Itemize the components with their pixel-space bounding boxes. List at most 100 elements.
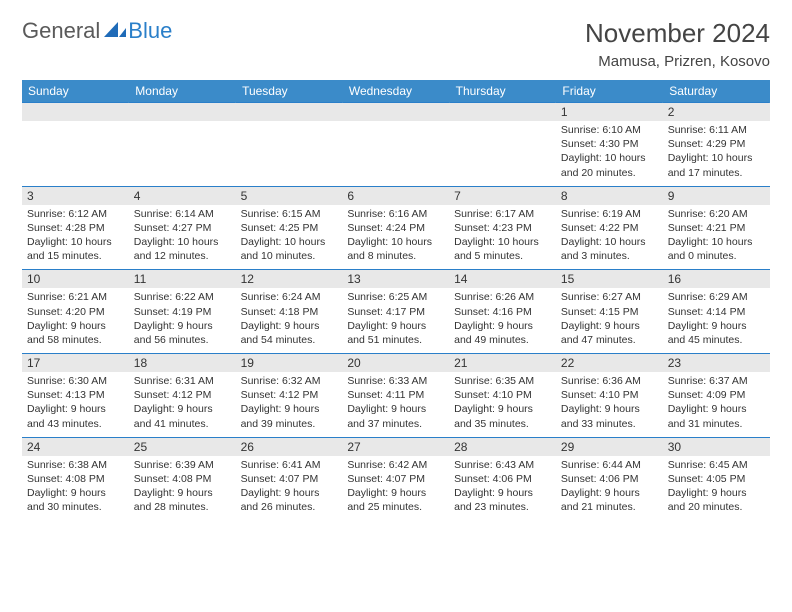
day-detail-cell: Sunrise: 6:29 AMSunset: 4:14 PMDaylight:… bbox=[663, 288, 770, 353]
daylight-line: Daylight: 9 hours and 49 minutes. bbox=[454, 319, 551, 347]
daylight-line: Daylight: 9 hours and 47 minutes. bbox=[561, 319, 658, 347]
daylight-line: Daylight: 9 hours and 20 minutes. bbox=[668, 486, 765, 514]
day-number-cell: 9 bbox=[663, 186, 770, 205]
day-detail-cell: Sunrise: 6:24 AMSunset: 4:18 PMDaylight:… bbox=[236, 288, 343, 353]
day-number-cell bbox=[129, 103, 236, 122]
day-detail-cell: Sunrise: 6:15 AMSunset: 4:25 PMDaylight:… bbox=[236, 205, 343, 270]
daynum-row: 12 bbox=[22, 103, 770, 122]
detail-row: Sunrise: 6:21 AMSunset: 4:20 PMDaylight:… bbox=[22, 288, 770, 353]
daylight-line: Daylight: 9 hours and 23 minutes. bbox=[454, 486, 551, 514]
sunrise-line: Sunrise: 6:39 AM bbox=[134, 458, 231, 472]
sunset-line: Sunset: 4:08 PM bbox=[27, 472, 124, 486]
day-number-cell: 28 bbox=[449, 437, 556, 456]
day-detail-cell: Sunrise: 6:16 AMSunset: 4:24 PMDaylight:… bbox=[342, 205, 449, 270]
sunrise-line: Sunrise: 6:21 AM bbox=[27, 290, 124, 304]
sunrise-line: Sunrise: 6:32 AM bbox=[241, 374, 338, 388]
sunset-line: Sunset: 4:25 PM bbox=[241, 221, 338, 235]
sunrise-line: Sunrise: 6:20 AM bbox=[668, 207, 765, 221]
sunset-line: Sunset: 4:20 PM bbox=[27, 305, 124, 319]
day-number-cell bbox=[236, 103, 343, 122]
day-detail-cell: Sunrise: 6:11 AMSunset: 4:29 PMDaylight:… bbox=[663, 121, 770, 186]
daynum-row: 10111213141516 bbox=[22, 270, 770, 289]
daylight-line: Daylight: 9 hours and 31 minutes. bbox=[668, 402, 765, 430]
location: Mamusa, Prizren, Kosovo bbox=[585, 53, 770, 70]
day-number-cell: 1 bbox=[556, 103, 663, 122]
day-detail-cell: Sunrise: 6:43 AMSunset: 4:06 PMDaylight:… bbox=[449, 456, 556, 521]
sunset-line: Sunset: 4:06 PM bbox=[561, 472, 658, 486]
day-number-cell: 3 bbox=[22, 186, 129, 205]
sunrise-line: Sunrise: 6:31 AM bbox=[134, 374, 231, 388]
sunrise-line: Sunrise: 6:12 AM bbox=[27, 207, 124, 221]
sunset-line: Sunset: 4:10 PM bbox=[561, 388, 658, 402]
day-number-cell: 13 bbox=[342, 270, 449, 289]
daylight-line: Daylight: 10 hours and 3 minutes. bbox=[561, 235, 658, 263]
day-number-cell: 2 bbox=[663, 103, 770, 122]
daylight-line: Daylight: 9 hours and 37 minutes. bbox=[347, 402, 444, 430]
sunset-line: Sunset: 4:29 PM bbox=[668, 137, 765, 151]
sunset-line: Sunset: 4:13 PM bbox=[27, 388, 124, 402]
daylight-line: Daylight: 10 hours and 15 minutes. bbox=[27, 235, 124, 263]
day-number-cell: 6 bbox=[342, 186, 449, 205]
daylight-line: Daylight: 9 hours and 30 minutes. bbox=[27, 486, 124, 514]
day-header-tuesday: Tuesday bbox=[236, 80, 343, 103]
daylight-line: Daylight: 9 hours and 56 minutes. bbox=[134, 319, 231, 347]
day-number-cell: 15 bbox=[556, 270, 663, 289]
sunrise-line: Sunrise: 6:43 AM bbox=[454, 458, 551, 472]
sunrise-line: Sunrise: 6:11 AM bbox=[668, 123, 765, 137]
day-number-cell: 30 bbox=[663, 437, 770, 456]
day-detail-cell bbox=[22, 121, 129, 186]
sunrise-line: Sunrise: 6:22 AM bbox=[134, 290, 231, 304]
day-number-cell: 23 bbox=[663, 354, 770, 373]
daylight-line: Daylight: 9 hours and 35 minutes. bbox=[454, 402, 551, 430]
day-number-cell: 17 bbox=[22, 354, 129, 373]
sunrise-line: Sunrise: 6:19 AM bbox=[561, 207, 658, 221]
day-detail-cell: Sunrise: 6:39 AMSunset: 4:08 PMDaylight:… bbox=[129, 456, 236, 521]
day-number-cell: 8 bbox=[556, 186, 663, 205]
day-header-sunday: Sunday bbox=[22, 80, 129, 103]
daylight-line: Daylight: 10 hours and 12 minutes. bbox=[134, 235, 231, 263]
sunset-line: Sunset: 4:12 PM bbox=[241, 388, 338, 402]
daylight-line: Daylight: 9 hours and 25 minutes. bbox=[347, 486, 444, 514]
daylight-line: Daylight: 9 hours and 58 minutes. bbox=[27, 319, 124, 347]
sunrise-line: Sunrise: 6:37 AM bbox=[668, 374, 765, 388]
day-detail-cell bbox=[129, 121, 236, 186]
sunset-line: Sunset: 4:11 PM bbox=[347, 388, 444, 402]
day-number-cell: 25 bbox=[129, 437, 236, 456]
day-number-cell: 24 bbox=[22, 437, 129, 456]
day-number-cell: 7 bbox=[449, 186, 556, 205]
header: General Blue November 2024 Mamusa, Prizr… bbox=[22, 18, 770, 70]
day-detail-cell: Sunrise: 6:26 AMSunset: 4:16 PMDaylight:… bbox=[449, 288, 556, 353]
daylight-line: Daylight: 9 hours and 51 minutes. bbox=[347, 319, 444, 347]
day-number-cell: 21 bbox=[449, 354, 556, 373]
day-detail-cell: Sunrise: 6:12 AMSunset: 4:28 PMDaylight:… bbox=[22, 205, 129, 270]
sunset-line: Sunset: 4:10 PM bbox=[454, 388, 551, 402]
sunset-line: Sunset: 4:17 PM bbox=[347, 305, 444, 319]
daylight-line: Daylight: 10 hours and 5 minutes. bbox=[454, 235, 551, 263]
day-detail-cell: Sunrise: 6:17 AMSunset: 4:23 PMDaylight:… bbox=[449, 205, 556, 270]
daynum-row: 17181920212223 bbox=[22, 354, 770, 373]
sunset-line: Sunset: 4:14 PM bbox=[668, 305, 765, 319]
sunrise-line: Sunrise: 6:24 AM bbox=[241, 290, 338, 304]
sunrise-line: Sunrise: 6:41 AM bbox=[241, 458, 338, 472]
day-number-cell: 5 bbox=[236, 186, 343, 205]
day-number-cell: 12 bbox=[236, 270, 343, 289]
sunrise-line: Sunrise: 6:35 AM bbox=[454, 374, 551, 388]
sunset-line: Sunset: 4:27 PM bbox=[134, 221, 231, 235]
daylight-line: Daylight: 9 hours and 45 minutes. bbox=[668, 319, 765, 347]
sunrise-line: Sunrise: 6:15 AM bbox=[241, 207, 338, 221]
day-number-cell: 22 bbox=[556, 354, 663, 373]
logo-text-blue: Blue bbox=[128, 18, 172, 44]
day-number-cell: 26 bbox=[236, 437, 343, 456]
day-detail-cell: Sunrise: 6:36 AMSunset: 4:10 PMDaylight:… bbox=[556, 372, 663, 437]
sunrise-line: Sunrise: 6:10 AM bbox=[561, 123, 658, 137]
day-detail-cell: Sunrise: 6:20 AMSunset: 4:21 PMDaylight:… bbox=[663, 205, 770, 270]
sunrise-line: Sunrise: 6:26 AM bbox=[454, 290, 551, 304]
day-detail-cell: Sunrise: 6:22 AMSunset: 4:19 PMDaylight:… bbox=[129, 288, 236, 353]
daynum-row: 24252627282930 bbox=[22, 437, 770, 456]
sunset-line: Sunset: 4:30 PM bbox=[561, 137, 658, 151]
day-number-cell bbox=[22, 103, 129, 122]
day-number-cell bbox=[342, 103, 449, 122]
day-number-cell: 4 bbox=[129, 186, 236, 205]
day-detail-cell: Sunrise: 6:37 AMSunset: 4:09 PMDaylight:… bbox=[663, 372, 770, 437]
daylight-line: Daylight: 10 hours and 10 minutes. bbox=[241, 235, 338, 263]
